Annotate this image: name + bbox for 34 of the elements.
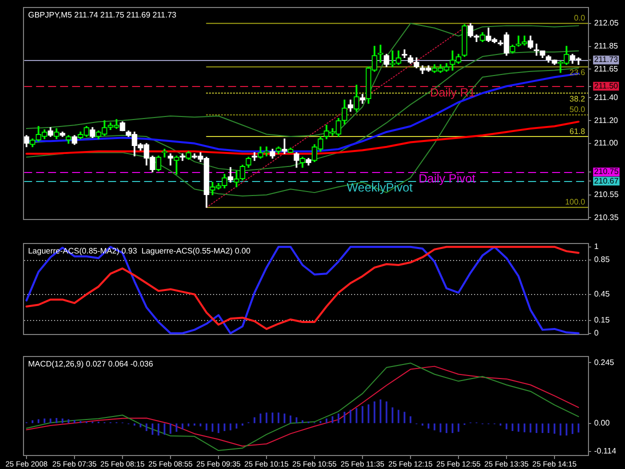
y-tick-label: 210.55 <box>594 190 620 200</box>
y-tick-label: 211.73 <box>594 55 619 64</box>
y-tick-label: 0.15 <box>594 316 610 325</box>
series-label: 50.0 <box>570 105 586 114</box>
candlestick <box>162 148 168 158</box>
y-tick-label: 0 <box>594 328 600 338</box>
y-tick-label: 211.65 <box>594 64 619 74</box>
y-tick-label: 211.85 <box>594 41 619 50</box>
y-tick-label: 211.40 <box>594 92 619 102</box>
y-tick-label: 210.67 <box>594 176 620 186</box>
y-tick-label: 1 <box>594 242 600 252</box>
y-tick-label: 210.35 <box>594 212 620 222</box>
candlestick <box>168 153 174 166</box>
series-label: 38.2 <box>570 94 586 104</box>
series-label: 61.8 <box>570 126 586 136</box>
candlestick <box>264 146 270 156</box>
candlestick <box>252 152 258 161</box>
y-tick-label: 210.75 <box>594 167 620 176</box>
y-tick-label: 211.20 <box>594 116 619 125</box>
candlestick <box>516 36 522 47</box>
chart-title: GBPJPY,M5 211.74 211.75 211.69 211.73 <box>28 10 177 20</box>
y-tick-label: 0.45 <box>594 290 610 299</box>
y-tick-label: 211.50 <box>594 81 619 90</box>
y-tick-label: 0.245 <box>594 358 615 367</box>
chart-title: MACD(12,26,9) 0.027 0.064 -0.036 <box>28 360 154 369</box>
y-tick-label: 0.85 <box>594 255 610 264</box>
candlestick <box>390 50 396 68</box>
y-tick-label: 211.00 <box>594 138 619 148</box>
series-label: 100.0 <box>565 198 586 207</box>
series-label: 0.0 <box>574 14 586 23</box>
y-tick-label: -0.114 <box>594 446 617 456</box>
candlestick <box>174 156 180 175</box>
y-tick-label: 0.00 <box>594 418 610 428</box>
y-tick-label: 212.05 <box>594 18 620 28</box>
